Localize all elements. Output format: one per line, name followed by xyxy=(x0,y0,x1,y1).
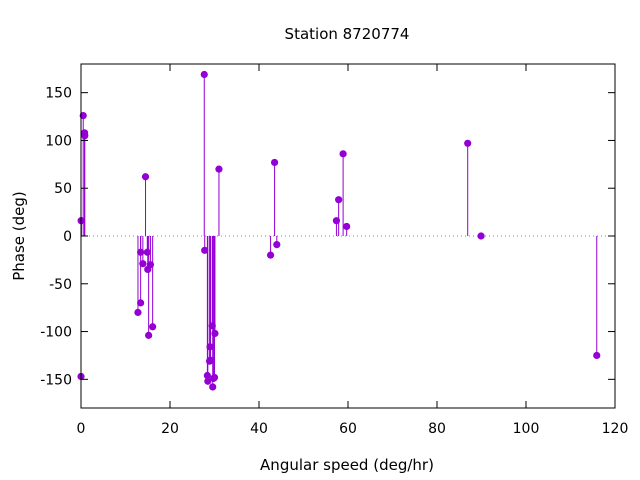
data-point xyxy=(464,139,472,147)
data-point xyxy=(215,165,223,173)
chart-title: Station 8720774 xyxy=(285,25,410,43)
data-point xyxy=(145,331,153,339)
data-point xyxy=(266,251,275,259)
x-axis-title: Angular speed (deg/hr) xyxy=(260,456,434,474)
axis-ticks: 0 20 40 60 80 100 120 -150 -100 -50 0 50 100 150 xyxy=(40,64,628,437)
y-tick-label: -50 xyxy=(49,277,72,293)
data-point xyxy=(149,323,157,331)
plot-frame xyxy=(80,63,616,409)
x-tick-label: 60 xyxy=(339,421,357,437)
data-point xyxy=(81,132,89,140)
x-tick-label: 40 xyxy=(250,421,268,437)
data-point xyxy=(201,246,209,254)
data-point xyxy=(343,222,351,231)
data-point xyxy=(210,373,219,382)
x-tick-label: 100 xyxy=(513,421,540,437)
data-point xyxy=(134,308,142,317)
plot-area xyxy=(77,70,615,391)
data-point xyxy=(477,232,485,240)
data-point xyxy=(211,329,219,338)
y-axis-title: Phase (deg) xyxy=(10,191,28,281)
data-point xyxy=(209,383,217,391)
data-point xyxy=(137,299,145,307)
data-point xyxy=(339,150,347,158)
data-point xyxy=(273,241,281,249)
data-point xyxy=(141,173,150,181)
x-tick-label: 120 xyxy=(602,421,629,437)
y-tick-label: -100 xyxy=(40,325,72,341)
y-tick-label: 0 xyxy=(63,229,72,245)
x-tick-label: 20 xyxy=(161,421,179,437)
y-tick-label: -150 xyxy=(40,372,72,388)
data-point xyxy=(270,158,279,167)
y-tick-label: 50 xyxy=(54,181,72,197)
y-tick-label: 100 xyxy=(45,133,72,149)
data-point xyxy=(204,377,212,385)
x-tick-label: 0 xyxy=(77,421,86,437)
data-point xyxy=(200,70,208,79)
y-tick-label: 150 xyxy=(45,86,72,102)
data-point xyxy=(593,351,601,360)
data-point xyxy=(335,196,343,204)
x-tick-label: 80 xyxy=(428,421,446,437)
data-point xyxy=(139,260,147,268)
